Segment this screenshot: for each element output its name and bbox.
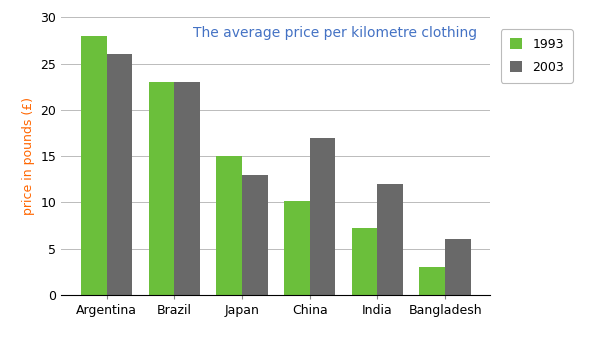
Bar: [148, 82, 174, 295]
Bar: [419, 267, 445, 295]
Bar: [445, 239, 471, 295]
Bar: [81, 36, 107, 295]
Legend: 1993, 2003: 1993, 2003: [501, 29, 573, 83]
Bar: [352, 228, 378, 295]
Bar: [174, 82, 200, 295]
Bar: [310, 138, 335, 295]
Text: The average price per kilometre clothing: The average price per kilometre clothing: [194, 26, 478, 40]
Bar: [107, 54, 132, 295]
Bar: [284, 202, 310, 295]
Y-axis label: price in pounds (£): price in pounds (£): [22, 97, 35, 215]
Bar: [216, 156, 242, 295]
Bar: [242, 175, 268, 295]
Bar: [378, 184, 403, 295]
